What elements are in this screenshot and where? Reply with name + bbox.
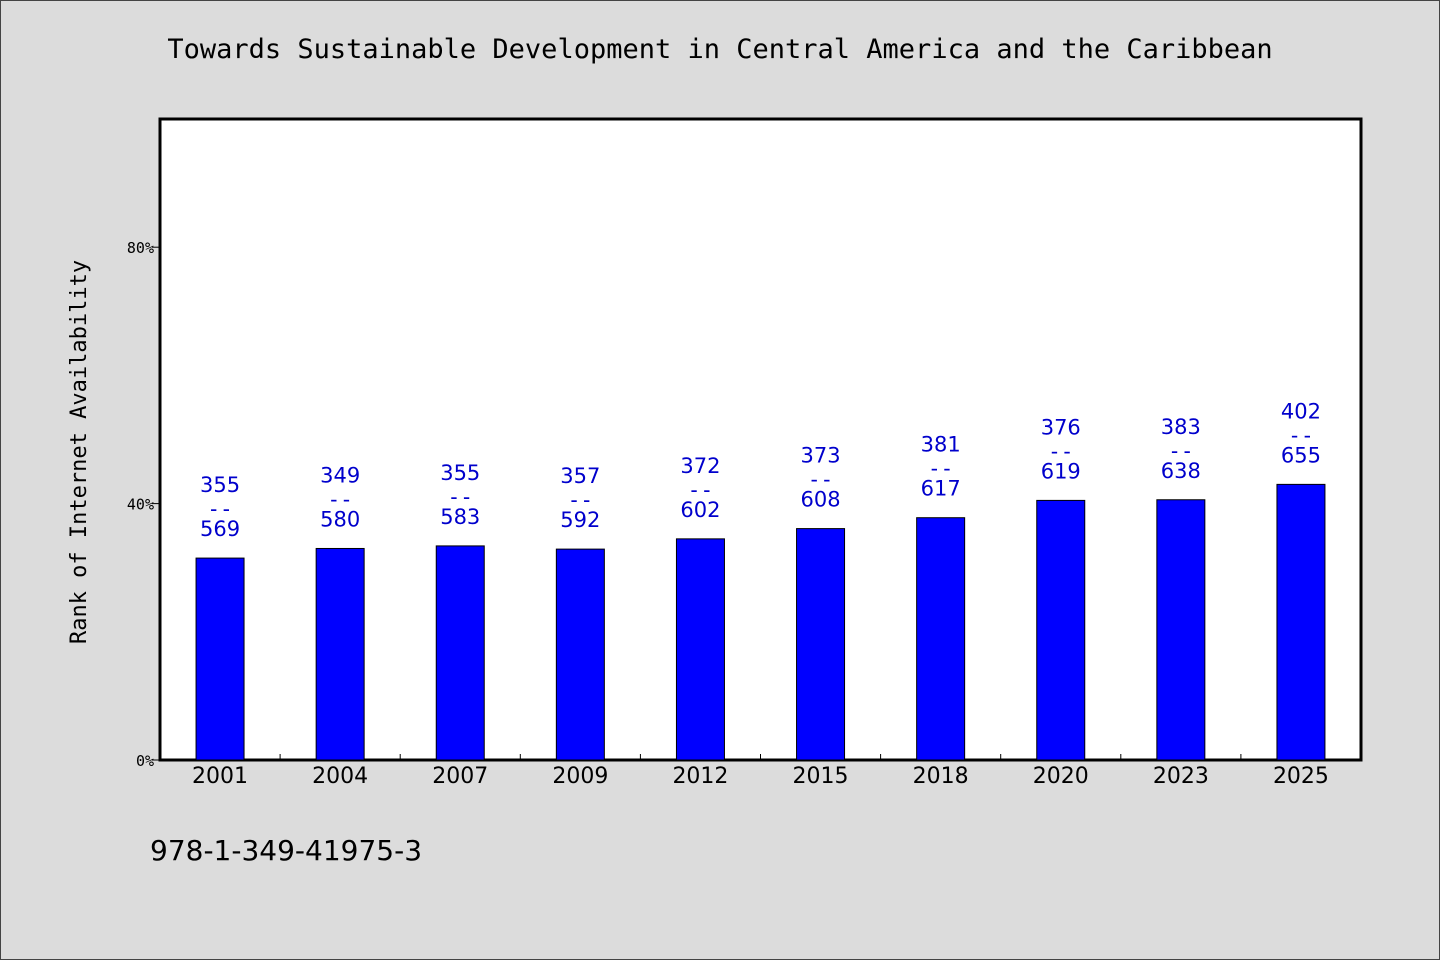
bar-2004 (315, 547, 365, 761)
data-label-top: 355 (440, 461, 480, 485)
data-label-top: 383 (1161, 415, 1201, 439)
bar-2023 (1156, 499, 1206, 761)
data-label-bottom: 619 (1041, 459, 1081, 483)
data-label-bottom: 617 (921, 477, 961, 501)
data-label-top: 357 (560, 464, 600, 488)
data-label-separator: -- (928, 457, 953, 481)
x-tick-label: 2007 (432, 764, 488, 789)
bar-2025 (1276, 483, 1326, 761)
data-label-separator: -- (1048, 439, 1073, 463)
data-label-top: 355 (200, 473, 240, 497)
x-tick-label: 2004 (312, 764, 368, 789)
data-label-separator: -- (1168, 439, 1193, 463)
y-axis-label: Rank of Internet Availability (67, 260, 92, 644)
data-label-bottom: 655 (1281, 443, 1321, 467)
x-tick-label: 2020 (1033, 764, 1089, 789)
data-label-separator: -- (688, 478, 713, 502)
data-label-bottom: 608 (801, 488, 841, 512)
data-label-bottom: 638 (1161, 459, 1201, 483)
bar-2009 (555, 548, 605, 761)
bar-2020 (1036, 499, 1086, 761)
data-labels: 569--355580--349583--355592--357602--372… (200, 399, 1321, 541)
x-tick-label: 2009 (552, 764, 608, 789)
y-tick-label: 0% (136, 752, 154, 770)
x-tick-label: 2015 (793, 764, 849, 789)
bar-2001 (195, 557, 245, 761)
data-label-bottom: 602 (680, 498, 720, 522)
y-tick-label: 40% (127, 496, 154, 514)
chart-title: Towards Sustainable Development in Centr… (167, 34, 1273, 65)
data-label-separator: -- (808, 468, 833, 492)
data-label-top: 376 (1041, 415, 1081, 439)
x-tick-label: 2018 (913, 764, 969, 789)
bar-2015 (796, 528, 846, 761)
data-label-bottom: 580 (320, 507, 360, 531)
data-label-separator: -- (328, 487, 353, 511)
data-label-separator: -- (568, 488, 593, 512)
data-label-top: 372 (680, 454, 720, 478)
data-label-separator: -- (207, 497, 232, 521)
data-label-top: 373 (801, 444, 841, 468)
y-axis: 0% 40% 80% (127, 239, 160, 770)
x-tick-label: 2025 (1273, 764, 1329, 789)
data-label-top: 381 (921, 433, 961, 457)
data-label-bottom: 569 (200, 517, 240, 541)
isbn-code: 978-1-349-41975-3 (150, 834, 423, 867)
data-label-top: 402 (1281, 399, 1321, 423)
bar-2007 (435, 545, 485, 761)
bar-2018 (916, 517, 966, 761)
data-label-separator: -- (448, 485, 473, 509)
data-label-top: 349 (320, 463, 360, 487)
x-tick-label: 2012 (672, 764, 728, 789)
x-tick-label: 2023 (1153, 764, 1209, 789)
bars (195, 483, 1326, 761)
data-label-bottom: 592 (560, 508, 600, 532)
x-tick-label: 2001 (192, 764, 248, 789)
bar-2012 (675, 538, 725, 761)
data-label-bottom: 583 (440, 505, 480, 529)
x-axis: 2001 2004 2007 2009 2012 2015 2018 2020 2023 2025 (192, 754, 1329, 789)
data-label-separator: -- (1288, 423, 1313, 447)
y-tick-label: 80% (127, 239, 154, 257)
